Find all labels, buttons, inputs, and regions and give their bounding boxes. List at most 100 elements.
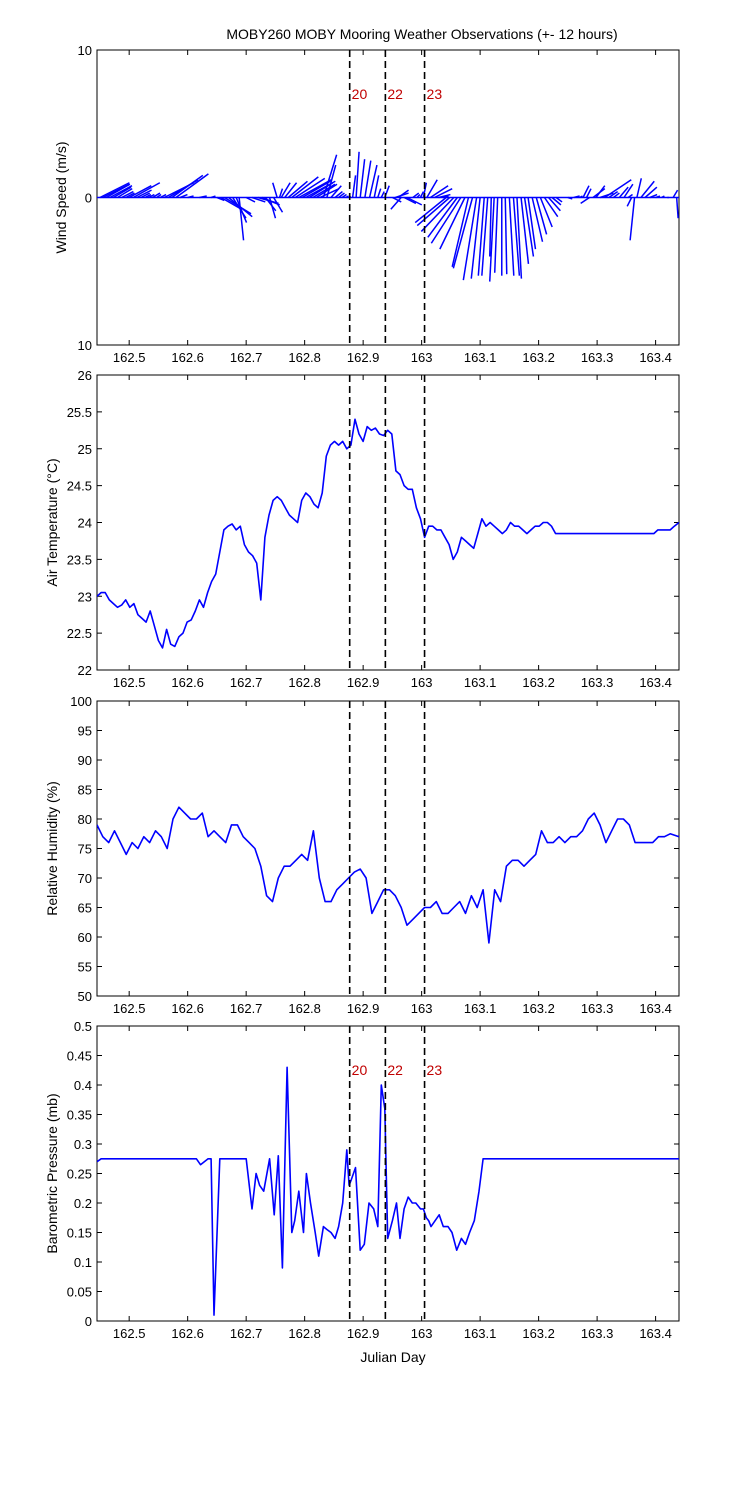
wind-stick [420,196,455,232]
wind-stick [140,192,151,199]
wind-stick [512,197,521,276]
wind-stick [268,197,277,219]
barometric-pressure-x-tick-label: 162.8 [288,1326,321,1341]
wind-stick [390,197,402,210]
wind-speed-x-tick-label: 163.2 [522,350,555,365]
air-temperature-y-tick-label: 23.5 [67,552,92,567]
relative-humidity-x-tick-label: 162.6 [171,1001,204,1016]
wind-stick [629,197,636,241]
barometric-pressure-y-tick-label: 0.5 [74,1019,92,1034]
wind-stick [604,179,632,199]
air-temperature-x-tick-label: 162.9 [347,675,380,690]
barometric-pressure-y-axis-label: Barometric Pressure (mb) [44,1093,60,1253]
wind-stick [412,192,420,199]
relative-humidity-panel: 162.5 162.6 162.7 162.8 162.9 163 163.1 163.2 16… [44,694,680,1016]
wind-speed-x-tick-label: 162.5 [113,350,146,365]
wind-stick [661,195,665,199]
relative-humidity-series-line [97,806,679,944]
air-temperature-y-tick-label: 24 [78,516,92,531]
air-temperature-x-tick-label: 163.1 [464,675,497,690]
wind-stick [273,197,284,213]
wind-stick [373,175,380,198]
barometric-pressure-series-line [97,1066,679,1316]
barometric-pressure-x-tick-label: 163 [411,1326,433,1341]
air-temperature-y-tick-label: 25 [78,442,92,457]
wind-stick [238,197,245,241]
wind-stick [109,185,133,199]
air-temperature-y-tick-label: 25.5 [67,405,92,420]
air-temperature-panel: 162.5 162.6 162.7 162.8 162.9 163 163.1 163.2 16… [44,368,680,690]
barometric-pressure-x-tick-label: 163.2 [522,1326,555,1341]
barometric-pressure-x-tick-label: 162.6 [171,1326,204,1341]
relative-humidity-axes-frame [96,700,680,997]
wind-stick [294,177,326,199]
wind-stick [359,159,366,198]
air-temperature-y-tick-label: 24.5 [67,479,92,494]
wind-stick [672,189,679,198]
wind-stick [235,197,248,223]
wind-stick [579,195,583,199]
event-marker-label: 20 [352,1062,368,1078]
wind-speed-panel: 162.5 162.6 162.7 162.8 162.9 163 163.1 163.2 16… [53,43,680,365]
wind-stick [414,196,447,224]
wind-stick [322,154,338,198]
relative-humidity-x-tick-label: 163 [411,1001,433,1016]
wind-stick [481,197,489,276]
barometric-pressure-plot-area [97,1066,679,1316]
wind-stick [308,182,334,199]
wind-stick [284,182,298,198]
wind-stick [278,188,284,198]
relative-humidity-x-tick-label: 163.1 [464,1001,497,1016]
relative-humidity-x-tick-label: 162.7 [230,1001,263,1016]
event-marker-label: 22 [387,86,403,102]
air-temperature-plot-area [97,418,679,649]
wind-stick [338,192,345,199]
barometric-pressure-y-tick-label: 0.1 [74,1255,92,1270]
wind-stick [675,197,679,219]
wind-stick [416,196,451,227]
wind-stick [535,197,548,235]
wind-stick [272,182,278,198]
wind-stick [439,197,466,250]
wind-stick [312,183,336,199]
wind-stick [585,188,592,198]
barometric-pressure-y-tick-label: 0.25 [67,1167,92,1182]
wind-stick [99,182,130,199]
wind-speed-x-tick-label: 163.4 [639,350,672,365]
relative-humidity-y-tick-label: 50 [78,989,92,1004]
relative-humidity-x-tick-label: 162.9 [347,1001,380,1016]
wind-stick [623,183,634,198]
event-marker-label: 23 [427,86,443,102]
barometric-pressure-y-tick-label: 0.35 [67,1108,92,1123]
barometric-pressure-x-tick-label: 162.5 [113,1326,146,1341]
wind-stick [626,197,633,207]
wind-stick [627,193,633,199]
figure-title: MOBY260 MOBY Mooring Weather Observation… [226,26,617,42]
wind-stick [210,195,216,199]
air-temperature-x-tick-label: 163.3 [581,675,614,690]
wind-stick [136,189,152,199]
relative-humidity-y-tick-label: 90 [78,753,92,768]
relative-humidity-y-tick-label: 70 [78,871,92,886]
wind-stick [156,193,162,199]
wind-stick [377,188,382,198]
wind-stick [613,192,620,199]
wind-stick [315,183,338,199]
air-temperature-y-axis-label: Air Temperature (°C) [44,458,60,586]
wind-stick [452,197,474,269]
wind-stick [148,193,155,199]
relative-humidity-y-tick-label: 75 [78,842,92,857]
air-temperature-y-tick-label: 23 [78,589,92,604]
air-temperature-y-tick-label: 22.5 [67,626,92,641]
wind-stick [355,151,360,198]
relative-humidity-y-tick-label: 55 [78,960,92,975]
wind-stick [251,196,266,203]
wind-stick [132,182,161,199]
wind-stick [364,160,372,198]
wind-speed-y-tick-label: 10 [78,43,92,58]
relative-humidity-x-tick-label: 163.4 [639,1001,672,1016]
barometric-pressure-y-tick-label: 0.2 [74,1196,92,1211]
wind-stick [121,190,134,199]
wind-stick [451,197,470,267]
wind-stick [426,179,438,198]
